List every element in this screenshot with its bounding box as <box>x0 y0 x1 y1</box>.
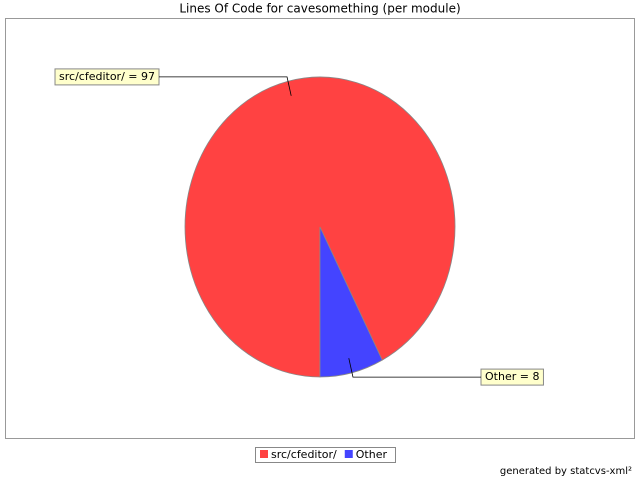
legend-label: src/cfeditor/ <box>271 448 337 461</box>
legend-swatch <box>344 450 353 458</box>
leader-line <box>348 358 481 378</box>
leader-line <box>159 76 292 96</box>
chart-title: Lines Of Code for cavesomething (per mod… <box>179 2 460 16</box>
footer: generated by statcvs-xml² <box>500 466 632 477</box>
legend-swatch <box>260 450 268 458</box>
legend-box <box>255 447 396 463</box>
legend-label: Other <box>356 448 388 461</box>
data-label: src/cfeditor/ = 97 <box>59 70 155 83</box>
data-label: Other = 8 <box>485 370 539 383</box>
